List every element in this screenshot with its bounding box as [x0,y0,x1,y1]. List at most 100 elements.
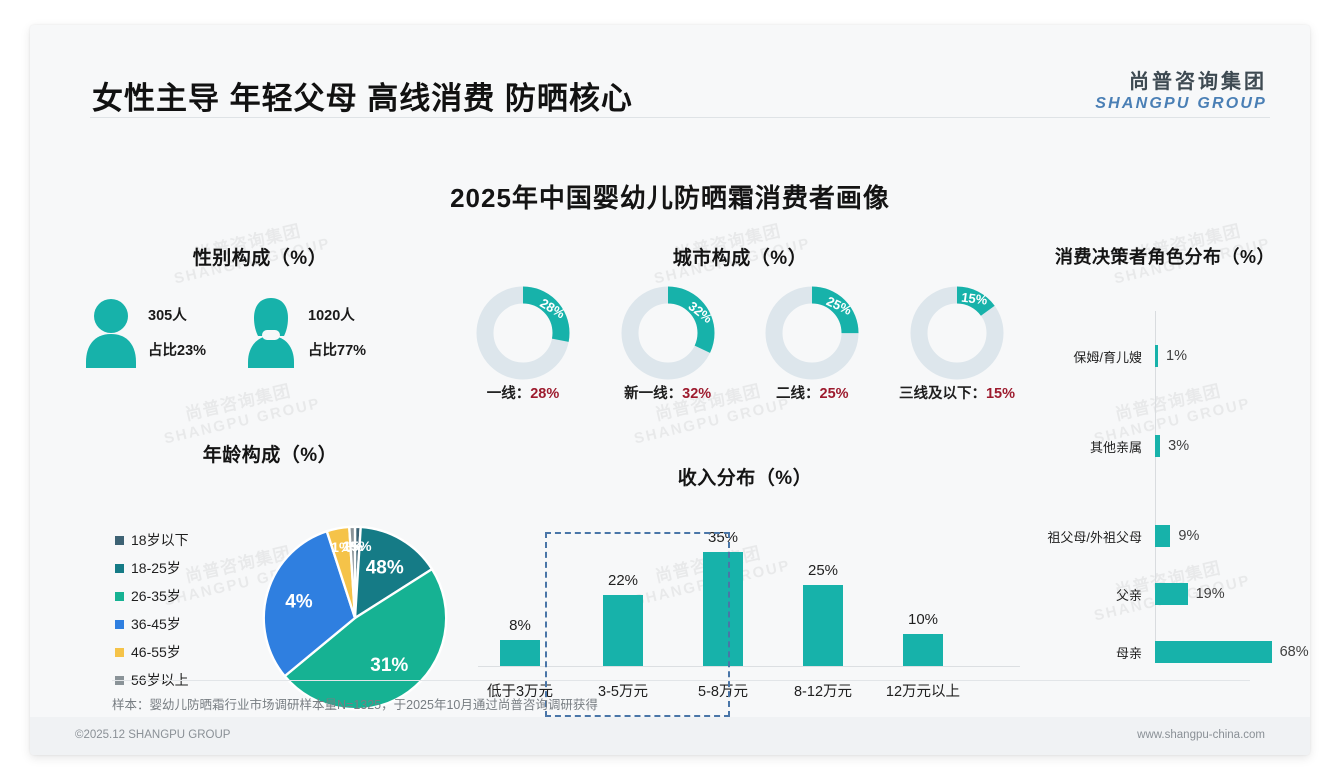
city-donut-cell: 15% 三线及以下：15% [892,286,1022,403]
legend-label: 18岁以下 [131,532,189,548]
legend-swatch [115,563,124,573]
male-silhouette-icon [84,296,138,368]
female-share: 占比77% [308,343,367,359]
female-silhouette-icon [244,296,298,368]
city-donut-label: 新一线：32% [603,382,733,403]
city-donut-label: 三线及以下：15% [892,382,1022,403]
income-bar-column: 8% [470,617,570,666]
footer-copyright: ©2025.12 SHANGPU GROUP [75,729,231,741]
income-bar-value: 25% [807,561,839,579]
footer-website: www.shangpu-china.com [1137,729,1265,741]
income-bar-value: 10% [907,610,939,628]
city-donut-cell: 25% 二线：25% [747,286,877,403]
income-bar-category: 低于3万元 [486,684,554,700]
income-panel-title: 收入分布（%） [677,468,813,489]
income-bar-column: 25% [773,562,873,666]
pie-slice-label: 1% [331,540,352,556]
donut-arc [476,286,570,380]
city-name: 一线： [486,386,531,402]
age-panel-title: 年龄构成（%） [202,445,338,466]
city-donut-label: 一线：28% [458,382,588,403]
city-donut: 28% [473,286,573,380]
income-bar-chart: 8% 低于3万元 22% 3-5万元 35% 5-8万元 25% 8-12万元 10% 12万元以… [460,504,1030,717]
city-donut-label: 二线：25% [747,382,877,403]
page-title: 女性主导 年轻父母 高线消费 防晒核心 [92,81,633,116]
city-composition-panel: 城市构成（%） 28% 一线：28% 32% 新一线：32% 25% 二线：25% 15% 三… [450,243,1030,403]
slide-header: 女性主导 年轻父母 高线消费 防晒核心 尚普咨询集团 SHANGPU GROUP [30,25,1310,118]
legend-label: 26-35岁 [131,588,181,604]
age-legend-item: 26-35岁 [115,582,189,610]
income-baseline [478,666,1020,667]
role-bar-value: 1% [1166,348,1187,364]
source-note: 样本：婴幼儿防晒霜行业市场调研样本量N=1325，于2025年10月通过尚普咨询… [112,680,1250,713]
legend-swatch [115,591,124,601]
pie-slice [348,525,357,619]
pie-slice [283,567,448,711]
gender-male-group: 305人 占比23% [84,296,244,368]
income-bar-value: 22% [607,571,639,589]
donut-arc [621,286,715,380]
role-category-label: 父亲 [1115,587,1142,603]
role-bar-chart: 保姆/育儿嫂 1% 其他亲属 3% 祖父母/外祖父母 9% 父亲 19% 母亲 68% [1020,293,1310,668]
income-bar-column: 22% [573,571,673,666]
role-category-label: 祖父母/外祖父母 [1047,529,1142,545]
income-bar [803,584,843,666]
age-legend-item: 36-45岁 [115,610,189,638]
donut-value-label: 15% [960,290,988,308]
age-legend: 18岁以下 18-25岁 26-35岁 36-45岁 46-55岁 56岁以上 [115,526,189,694]
age-pie-chart: 15% 48% 31% 4% 1% 1% [260,523,450,718]
decision-role-panel: 消费决策者角色分布（%） 保姆/育儿嫂 1% 其他亲属 3% 祖父母/外祖父母 9% 父亲 1… [1020,243,1310,668]
brand-logo: 尚普咨询集团 SHANGPU GROUP [1095,65,1267,113]
city-donut-cell: 28% 一线：28% [458,286,588,403]
role-category-label: 其他亲属 [1089,439,1142,455]
city-name: 二线： [776,386,820,402]
infographic-slide: 尚普咨询集团 SHANGPU GROUP 尚普咨询集团 SHANGPU GROU… [30,25,1310,755]
pie-slice-label: 1% [342,539,363,555]
age-legend-item: 18岁以下 [115,526,189,554]
chart-subtitle: 2025年中国婴幼儿防晒霜消费者画像 [450,183,890,213]
pie-slice [262,529,357,678]
role-bar-row: 母亲 68% [1020,641,1310,663]
income-distribution-panel: 收入分布（%） 8% 低于3万元 22% 3-5万元 35% 5-8万元 25% 8-12万元… [460,463,1030,717]
donut-arc [765,286,859,380]
gender-panel-title: 性别构成（%） [192,248,328,269]
slide-footer: ©2025.12 SHANGPU GROUP www.shangpu-china… [30,717,1310,755]
city-panel-title: 城市构成（%） [672,248,808,269]
role-bar-row: 父亲 19% [1020,583,1310,605]
city-value: 25% [819,386,849,402]
legend-swatch [115,535,124,545]
income-bar [500,640,540,666]
legend-label: 36-45岁 [131,616,181,632]
city-value: 32% [682,386,712,402]
gender-female-group: 1020人 占比77% [244,296,366,368]
role-category-label: 母亲 [1115,645,1142,661]
city-donut: 32% [618,286,718,380]
pie-slice-label: 15% [343,539,372,555]
pie-slice-label: 48% [366,557,404,578]
role-bar-value: 9% [1178,528,1200,544]
role-bar-value: 3% [1168,438,1190,454]
income-bar-category: 5-8万元 [698,684,748,700]
city-donut: 15% [907,286,1007,380]
pie-slice-label: 4% [285,591,313,612]
male-share: 占比23% [148,343,207,359]
role-bar [1155,525,1171,547]
city-name: 新一线： [624,386,683,402]
income-bar-value: 8% [509,617,531,634]
role-bar-row: 保姆/育儿嫂 1% [1020,345,1310,367]
city-donut-cell: 32% 新一线：32% [603,286,733,403]
watermark-cn: 尚普咨询集团 [183,381,293,425]
source-text: 样本：婴幼儿防晒霜行业市场调研样本量N=1325，于2025年10月通过尚普咨询… [112,698,598,712]
income-bar [603,594,643,666]
legend-label: 46-55岁 [131,644,181,660]
donut-arc [910,286,1004,380]
male-count: 305人 [148,308,187,324]
city-name: 三线及以下： [898,386,986,402]
legend-swatch [115,647,124,657]
income-bar-category: 12万元以上 [885,684,961,700]
role-bar [1155,583,1188,605]
role-bar [1155,345,1158,367]
age-legend-item: 46-55岁 [115,638,189,666]
pie-slice-label: 31% [370,655,408,676]
age-composition-panel: 年龄构成（%） 18岁以下 18-25岁 26-35岁 36-45岁 46-55岁 56岁… [70,440,470,711]
